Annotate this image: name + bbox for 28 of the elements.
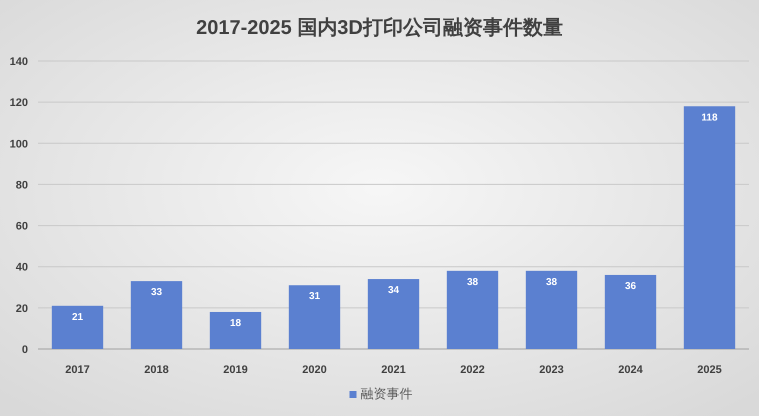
y-tick-label: 120 bbox=[10, 97, 28, 110]
data-label: 18 bbox=[230, 318, 242, 329]
y-tick-label: 60 bbox=[16, 220, 28, 233]
y-tick-label: 0 bbox=[22, 344, 28, 356]
x-tick-label: 2025 bbox=[697, 364, 722, 376]
x-tick-label: 2024 bbox=[618, 364, 644, 376]
y-tick-label: 100 bbox=[10, 138, 28, 150]
x-tick-label: 2019 bbox=[223, 364, 248, 376]
x-tick-label: 2023 bbox=[539, 364, 564, 376]
chart-title: 2017-2025 国内3D打印公司融资事件数量 bbox=[196, 16, 563, 39]
x-tick-label: 2021 bbox=[381, 364, 406, 376]
x-tick-label: 2020 bbox=[302, 364, 327, 376]
data-label: 33 bbox=[150, 287, 162, 298]
x-tick-label: 2017 bbox=[65, 364, 90, 376]
data-label: 34 bbox=[388, 285, 400, 296]
data-label: 21 bbox=[72, 312, 84, 323]
data-label: 118 bbox=[701, 112, 718, 124]
data-label: 38 bbox=[546, 276, 558, 288]
data-label: 38 bbox=[466, 276, 478, 288]
legend-label: 融资事件 bbox=[360, 386, 412, 401]
x-tick-label: 2022 bbox=[460, 364, 485, 376]
y-tick-label: 80 bbox=[16, 179, 28, 192]
data-label: 36 bbox=[624, 280, 636, 292]
data-label: 31 bbox=[308, 291, 320, 302]
y-tick-label: 140 bbox=[10, 56, 28, 68]
x-tick-label: 2018 bbox=[144, 364, 169, 376]
y-tick-label: 20 bbox=[16, 302, 28, 315]
y-tick-label: 40 bbox=[16, 262, 28, 274]
